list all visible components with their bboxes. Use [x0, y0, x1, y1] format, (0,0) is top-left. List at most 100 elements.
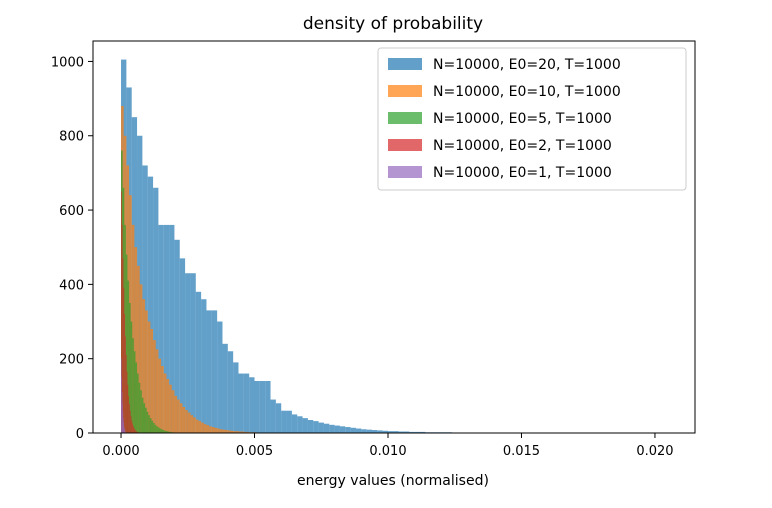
- histogram-bar: [246, 431, 250, 433]
- histogram-bar: [350, 427, 356, 433]
- histogram-bar: [382, 430, 388, 433]
- histogram-bar: [227, 351, 234, 433]
- y-tick-label: 0: [76, 427, 84, 442]
- histogram-bar: [355, 428, 362, 433]
- histogram-bar: [214, 427, 218, 433]
- histogram-bar: [145, 310, 148, 433]
- histogram-bar: [259, 380, 266, 433]
- histogram-bar: [420, 431, 426, 433]
- legend-swatch: [388, 139, 422, 151]
- histogram-bar: [139, 284, 143, 433]
- histogram-bar: [201, 299, 207, 433]
- histogram-bar: [414, 431, 421, 433]
- histogram-bar: [169, 384, 172, 433]
- histogram-bar: [225, 430, 228, 433]
- histogram-bar: [297, 416, 303, 433]
- histogram-bar: [142, 165, 148, 433]
- histogram-bar: [154, 424, 157, 433]
- histogram-bar: [156, 426, 158, 433]
- histogram-bar: [134, 429, 136, 433]
- histogram-bar: [217, 321, 223, 433]
- histogram-bar: [132, 338, 134, 433]
- histogram-bar: [133, 428, 135, 433]
- histogram-bar: [193, 417, 196, 433]
- histogram-bar: [125, 431, 126, 433]
- histogram-bar: [132, 423, 134, 433]
- histogram-bar: [198, 421, 202, 433]
- legend-items: N=10000, E0=20, T=1000 N=10000, E0=10, T=…: [388, 57, 621, 181]
- histogram-bar: [361, 429, 367, 433]
- legend-swatch: [388, 166, 422, 178]
- histogram-bar: [122, 411, 124, 433]
- histogram-bar: [134, 247, 138, 433]
- histogram-bar: [329, 424, 335, 433]
- histogram-bar: [219, 429, 223, 433]
- y-tick-label: 200: [59, 353, 84, 368]
- histogram-bar: [126, 371, 128, 433]
- histogram-bar: [125, 354, 127, 433]
- histogram-bar: [123, 288, 125, 433]
- legend-label: N=10000, E0=1, T=1000: [433, 165, 612, 181]
- histogram-bar: [158, 224, 164, 433]
- histogram-bar: [185, 273, 191, 433]
- histogram-bar: [133, 426, 134, 433]
- histogram-bar: [177, 399, 180, 433]
- histogram-bar: [404, 431, 410, 433]
- histogram-bar: [153, 340, 156, 433]
- histogram-bar: [123, 426, 125, 433]
- y-tick-label: 600: [59, 204, 84, 219]
- histogram-bar: [147, 176, 154, 433]
- x-tick-label: 0.015: [503, 444, 540, 459]
- histogram-bar: [138, 382, 141, 433]
- histogram-bar: [123, 422, 125, 433]
- histogram-bar: [241, 431, 244, 433]
- histogram-bar: [143, 403, 146, 433]
- series-4-bars: [121, 191, 140, 433]
- histogram-bar: [121, 224, 123, 433]
- histogram-bar: [124, 428, 125, 433]
- histogram-bar: [153, 187, 159, 433]
- legend: N=10000, E0=20, T=1000 N=10000, E0=10, T=…: [377, 47, 687, 191]
- histogram-bar: [222, 343, 228, 433]
- histogram-bar: [162, 430, 165, 433]
- legend-swatch: [388, 85, 422, 97]
- histogram-bar: [235, 431, 239, 433]
- histogram-bar: [151, 420, 154, 433]
- histogram-bar: [209, 426, 212, 433]
- histogram-bar: [222, 429, 226, 433]
- plot-area: [92, 40, 696, 434]
- legend-frame: [377, 47, 687, 191]
- histogram-bar: [129, 410, 131, 433]
- histogram-bar: [238, 431, 242, 433]
- histogram-bar: [366, 429, 372, 433]
- histogram-bar: [275, 403, 282, 433]
- histogram-bar: [161, 366, 164, 433]
- histogram-bar: [307, 420, 314, 433]
- histogram-bar: [398, 431, 405, 433]
- histogram-bar: [145, 407, 147, 433]
- histogram-bar: [318, 422, 324, 433]
- histogram-bar: [142, 299, 146, 433]
- histogram-bar: [217, 428, 220, 433]
- histogram-bar: [291, 414, 298, 433]
- histogram-bar: [125, 336, 126, 433]
- histogram-bar: [164, 430, 166, 433]
- histogram-bar: [137, 373, 139, 433]
- histogram-bar: [179, 403, 183, 433]
- histogram-bar: [206, 310, 212, 433]
- histogram-bar: [270, 399, 276, 433]
- histogram-bar: [371, 430, 378, 433]
- x-tick-label: 0.000: [102, 444, 139, 459]
- histogram-bar: [190, 415, 194, 433]
- histogram-bar: [147, 321, 151, 433]
- x-axis-ticks: 0.000 0.005 0.010 0.015 0.020: [102, 433, 674, 459]
- histogram-bar: [233, 431, 236, 433]
- histogram-bar: [165, 431, 168, 433]
- histogram-bar: [211, 310, 218, 433]
- chart-title: density of probability: [303, 14, 483, 34]
- legend-label: N=10000, E0=20, T=1000: [433, 57, 621, 73]
- histogram-bar: [339, 426, 346, 433]
- histogram-bar: [158, 358, 162, 433]
- histogram-bar: [182, 406, 186, 433]
- histogram-bar: [243, 431, 247, 433]
